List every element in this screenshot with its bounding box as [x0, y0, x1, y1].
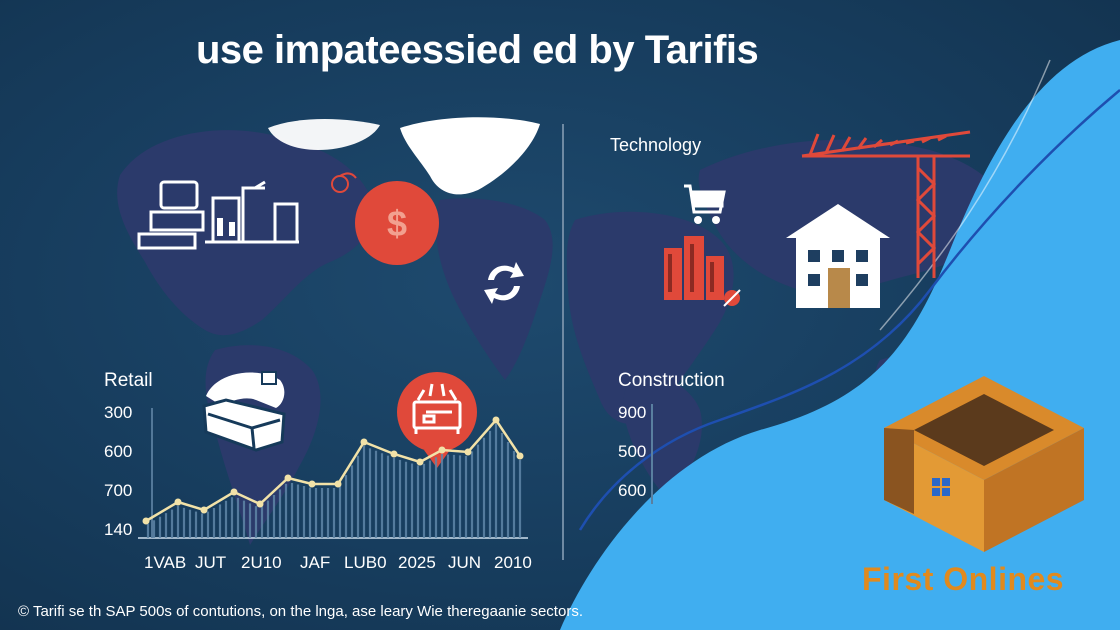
retail-x-tick: 2U10 — [241, 553, 282, 572]
section-divider — [562, 124, 564, 560]
section-label-construction: Construction — [618, 370, 725, 391]
cart-icon — [684, 184, 726, 224]
house-icon — [786, 204, 890, 308]
construction-y-tick: 600 — [618, 481, 647, 500]
retail-point — [360, 438, 368, 446]
retail-point — [464, 448, 472, 456]
retail-x-tick: JUT — [195, 553, 227, 572]
crane-icon — [801, 130, 971, 278]
trucks-icon — [137, 180, 299, 250]
retail-point — [308, 480, 316, 488]
retail-point — [200, 506, 208, 514]
buildings-icon — [664, 236, 741, 307]
recycle-icon — [484, 262, 524, 304]
section-label-retail: Retail — [104, 370, 153, 391]
construction-y-tick: 900 — [618, 403, 647, 422]
retail-point — [390, 450, 398, 458]
retail-point — [492, 416, 500, 424]
retail-x-tick: 1VAB — [144, 553, 187, 572]
retail-point — [284, 474, 292, 482]
retail-y-tick: 600 — [104, 442, 133, 461]
retail-point — [416, 458, 424, 466]
page-title: use impateessied ed by Tarifis — [196, 28, 759, 72]
retail-point — [438, 446, 446, 454]
footer-caption: © Tarifi se th SAP 500s of contutions, o… — [18, 603, 583, 620]
retail-x-tick: JUN — [448, 553, 482, 572]
retail-point — [334, 480, 342, 488]
box-logo-icon — [884, 376, 1084, 552]
retail-y-tick: 140 — [104, 520, 133, 539]
brand-name: First Onlines — [862, 561, 1065, 597]
retail-y-tick: 700 — [104, 481, 133, 500]
retail-point — [516, 452, 524, 460]
retail-point — [142, 517, 150, 525]
retail-bars — [146, 424, 522, 538]
small-circle-icon — [331, 172, 357, 193]
svg-text:$: $ — [387, 203, 407, 244]
section-label-technology: Technology — [610, 135, 702, 155]
retail-x-tick: LUB0 — [344, 553, 387, 572]
retail-chart — [138, 408, 528, 539]
retail-point — [230, 488, 238, 496]
retail-x-tick: 2025 — [398, 553, 436, 572]
retail-y-tick: 300 — [104, 403, 133, 422]
dollar-icon: $ — [355, 181, 439, 265]
retail-x-tick: JAF — [300, 553, 331, 572]
retail-point — [256, 500, 264, 508]
retail-x-tick: 2010 — [494, 553, 532, 572]
globe-container-icon — [202, 371, 286, 452]
construction-y-tick: 500 — [618, 442, 647, 461]
retail-point — [174, 498, 182, 506]
construction-chart-axis — [651, 404, 653, 504]
